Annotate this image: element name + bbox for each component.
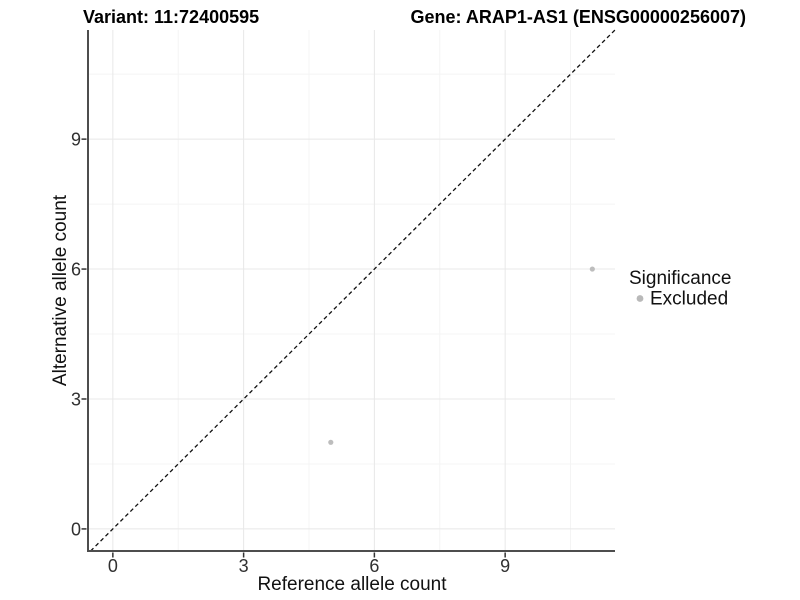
axis-tick-marks [81,138,506,558]
y-tick-label: 9 [71,130,81,150]
y-axis-title: Alternative allele count [50,194,71,386]
identity-dashed-line [90,29,616,552]
x-tick-label: 0 [108,556,118,576]
grid-major-lines [88,30,615,551]
grid-minor-lines [88,30,615,551]
x-tick-label: 9 [500,556,510,576]
y-tick-label: 0 [71,519,81,539]
data-points [328,266,595,445]
legend-item-label: Excluded [650,289,728,310]
legend-title: Significance [629,268,731,289]
plot-title-gene: Gene: ARAP1-AS1 (ENSG00000256007) [411,7,747,27]
axis-tick-labels: 0 3 6 9 0 3 6 9 [71,130,510,576]
x-axis-title: Reference allele count [257,574,447,595]
identity-line [90,29,616,552]
axis-lines [87,30,615,552]
plot-title-variant: Variant: 11:72400595 [83,7,259,27]
legend: Significance Excluded [629,268,731,310]
x-tick-label: 3 [239,556,249,576]
y-tick-label: 6 [71,260,81,280]
x-tick-label: 6 [369,556,379,576]
scatter-point [589,266,595,272]
scatter-point [328,439,334,445]
y-tick-label: 3 [71,389,81,409]
legend-key-dot-icon [636,295,644,302]
